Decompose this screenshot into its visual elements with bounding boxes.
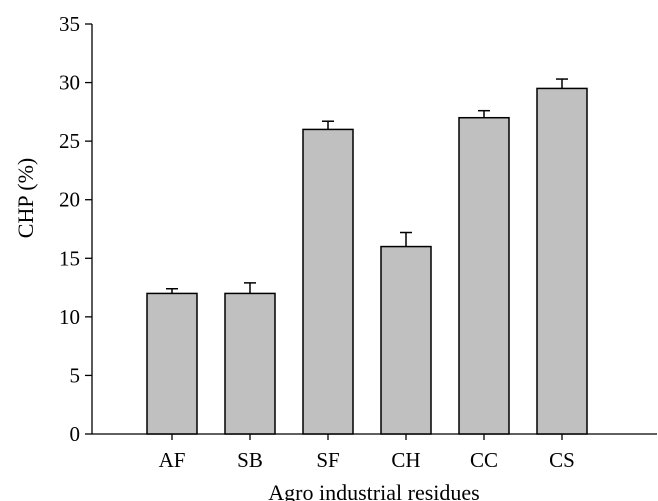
y-tick-label: 5 [70,363,81,387]
bar-af [146,292,198,435]
y-axis: 0 5 10 15 20 25 30 35 [59,12,93,446]
bar-cc [458,116,510,435]
y-tick-label: 35 [59,12,80,36]
x-axis-label: Agro industrial residues [268,480,479,501]
y-tick-label: 15 [59,246,80,270]
x-tick-label: CC [470,448,498,472]
x-tick-label: CS [549,448,575,472]
x-axis: AF SB SF CH CC CS [92,433,657,472]
y-axis-label: CHP (%) [13,158,38,238]
y-tick-label: 10 [59,305,80,329]
bars [146,87,588,435]
x-tick-label: CH [391,448,420,472]
bar-cs [536,87,588,435]
y-tick-label: 0 [70,422,81,446]
y-tick-label: 30 [59,71,80,95]
x-tick-label: SB [237,448,263,472]
y-tick-label: 25 [59,129,80,153]
x-tick-label: SF [316,448,339,472]
bar-sb [224,292,276,435]
bar-sf [302,128,354,435]
bar-ch [380,245,432,435]
y-tick-label: 20 [59,188,80,212]
x-tick-label: AF [159,448,186,472]
error-bars [166,78,568,294]
